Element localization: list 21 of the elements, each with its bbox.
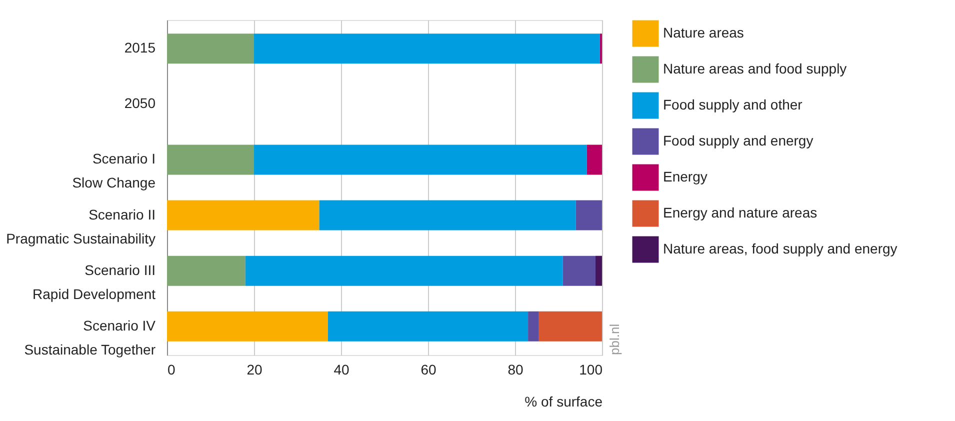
legend-label: Nature areas, food supply and energy [663, 240, 898, 256]
x-tick-label: 100 [579, 362, 603, 378]
x-tick-label: 80 [508, 362, 524, 378]
x-tick-label: 20 [246, 362, 262, 378]
y-tick-label: Scenario I Slow Change [72, 150, 156, 191]
x-tick-label: 60 [420, 362, 436, 378]
text: pbl.nl [607, 324, 622, 355]
x-tick-label: 0 [168, 362, 176, 378]
y-tick-label: Scenario IV Sustainable Together [24, 317, 156, 358]
y-tick-label: Scenario II Pragmatic Sustainability [6, 206, 156, 246]
legend-label: Energy [663, 168, 708, 184]
legend-label: Nature areas [663, 24, 744, 40]
legend-label: Nature areas and food supply [663, 60, 847, 76]
y-tick-label: 2015 [124, 40, 156, 56]
legend-label: Food supply and energy [663, 132, 814, 148]
y-tick-label: Scenario III Rapid Development [32, 262, 156, 302]
legend-label: Energy and nature areas [663, 204, 818, 220]
x-axis-title: % of surface [524, 394, 603, 410]
x-tick-label: 40 [334, 362, 350, 378]
y-tick-label: 2050 [124, 95, 156, 112]
legend-label: Food supply and other [663, 96, 803, 112]
